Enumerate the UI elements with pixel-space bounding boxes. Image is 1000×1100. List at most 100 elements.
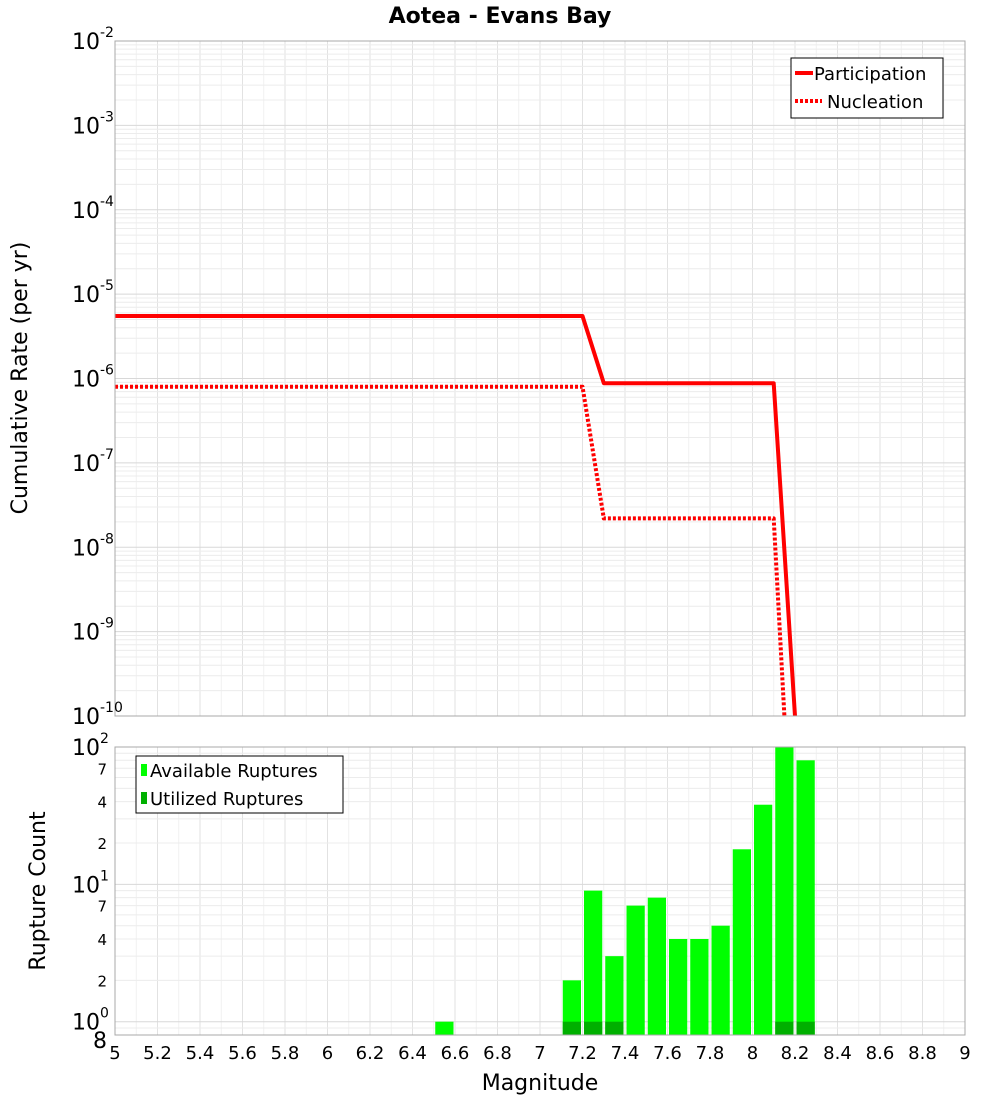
x-tick-label: 6.6 bbox=[441, 1043, 470, 1064]
rate-y-tick-base: 10 bbox=[72, 452, 100, 477]
rate-y-tick-exponent: -2 bbox=[100, 25, 114, 41]
count-y-minor-tick-label: 4 bbox=[97, 794, 107, 812]
rate-y-tick-base: 10 bbox=[72, 705, 100, 730]
utilized-legend-swatch bbox=[141, 792, 147, 804]
x-tick-label: 5 bbox=[109, 1043, 120, 1064]
count-y-minor-tick-label: 8 bbox=[93, 1029, 107, 1054]
count-legend: Available Ruptures Utilized Ruptures bbox=[135, 755, 344, 814]
participation-line bbox=[115, 314, 797, 717]
rate-y-tick-exponent: -7 bbox=[100, 447, 114, 463]
rate-y-tick-label: 10-9 bbox=[72, 616, 114, 646]
participation-legend-label: Participation bbox=[814, 64, 926, 85]
nucleation-line bbox=[115, 384, 787, 717]
count-bars bbox=[435, 747, 815, 1035]
rate-y-tick-exponent: -5 bbox=[100, 278, 114, 294]
x-tick-label: 6 bbox=[322, 1043, 333, 1064]
rate-y-tick-base: 10 bbox=[72, 368, 100, 393]
available-legend-label: Available Ruptures bbox=[150, 761, 318, 782]
available-ruptures-bar bbox=[711, 925, 730, 1035]
count-y-minor-tick-label: 4 bbox=[97, 931, 107, 949]
x-tick-label: 5.8 bbox=[271, 1043, 300, 1064]
x-tick-label: 6.8 bbox=[483, 1043, 512, 1064]
rate-y-tick-exponent: -6 bbox=[100, 363, 114, 379]
x-tick-label: 5.6 bbox=[228, 1043, 257, 1064]
x-tick-label: 8.2 bbox=[781, 1043, 810, 1064]
rate-y-tick-base: 10 bbox=[72, 114, 100, 139]
x-tick-label: 8.6 bbox=[866, 1043, 895, 1064]
rate-y-tick-label: 10-7 bbox=[72, 447, 114, 477]
count-y-tick-label: 100 bbox=[72, 1006, 109, 1036]
rate-y-tick-label: 10-5 bbox=[72, 278, 114, 308]
count-y-minor-tick-label: 2 bbox=[97, 835, 107, 853]
available-ruptures-bar bbox=[690, 939, 709, 1035]
rate-legend-box bbox=[790, 57, 944, 119]
x-axis-label: Magnitude bbox=[482, 1071, 599, 1096]
rate-series bbox=[115, 314, 797, 717]
rate-y-tick-label: 10-4 bbox=[72, 194, 114, 224]
rate-gridlines bbox=[114, 41, 966, 717]
utilized-ruptures-bar bbox=[605, 1021, 624, 1035]
count-y-tick-exponent: 0 bbox=[100, 1006, 109, 1022]
utilized-ruptures-bar bbox=[775, 1021, 794, 1035]
available-ruptures-bar bbox=[754, 804, 773, 1035]
available-ruptures-bar bbox=[796, 760, 815, 1035]
rate-y-tick-exponent: -3 bbox=[100, 109, 114, 125]
utilized-legend-label: Utilized Ruptures bbox=[150, 789, 303, 810]
rate-y-tick-label: 10-6 bbox=[72, 363, 114, 393]
rate-y-tick-base: 10 bbox=[72, 283, 100, 308]
x-tick-label: 8 bbox=[747, 1043, 758, 1064]
count-gridlines bbox=[114, 746, 966, 1036]
available-ruptures-bar bbox=[732, 849, 751, 1035]
rate-y-tick-base: 10 bbox=[72, 30, 100, 55]
count-y-axis-label: Rupture Count bbox=[26, 811, 51, 971]
count-y-tick-base: 10 bbox=[72, 736, 100, 761]
rate-y-tick-exponent: -10 bbox=[100, 700, 123, 716]
rate-y-tick-exponent: -4 bbox=[100, 194, 114, 210]
rate-chart: 10-210-310-410-510-610-710-810-910-10 Cu… bbox=[8, 25, 966, 730]
x-tick-label: 8.8 bbox=[908, 1043, 937, 1064]
rate-y-tick-base: 10 bbox=[72, 199, 100, 224]
count-plot-frame bbox=[114, 746, 966, 1036]
count-y-tick-label: 101 bbox=[72, 868, 109, 898]
count-y-minor-tick-label: 7 bbox=[97, 898, 107, 916]
available-ruptures-bar bbox=[605, 956, 624, 1035]
nucleation-legend-label: Nucleation bbox=[827, 92, 923, 113]
available-ruptures-bar bbox=[647, 897, 666, 1035]
rate-y-tick-labels: 10-210-310-410-510-610-710-810-910-10 bbox=[72, 25, 123, 730]
x-tick-label: 7.6 bbox=[653, 1043, 682, 1064]
x-tick-label: 6.4 bbox=[398, 1043, 427, 1064]
available-legend-swatch bbox=[141, 764, 147, 776]
chart-title: Aotea - Evans Bay bbox=[389, 4, 612, 29]
count-y-tick-exponent: 1 bbox=[100, 868, 109, 884]
available-ruptures-bar bbox=[775, 747, 794, 1035]
count-y-tick-base: 10 bbox=[72, 873, 100, 898]
count-y-tick-exponent: 2 bbox=[100, 731, 109, 747]
rate-y-tick-label: 10-2 bbox=[72, 25, 114, 55]
x-tick-labels: 5 5.2 5.4 5.6 5.8 6 6.2 6.4 6.6 6.8 7 7.2 7.4 7.6 7.8 8… bbox=[109, 1043, 970, 1064]
count-legend-box bbox=[135, 755, 344, 814]
x-tick-label: 7.4 bbox=[611, 1043, 640, 1064]
rate-y-tick-label: 10-10 bbox=[72, 700, 123, 730]
utilized-ruptures-bar bbox=[584, 1021, 603, 1035]
count-y-minor-tick-label: 7 bbox=[97, 760, 107, 778]
available-ruptures-bar bbox=[584, 890, 603, 1035]
x-tick-label: 5.4 bbox=[186, 1043, 215, 1064]
rate-y-tick-base: 10 bbox=[72, 621, 100, 646]
x-tick-label: 5.2 bbox=[143, 1043, 172, 1064]
available-ruptures-bar bbox=[562, 980, 581, 1035]
utilized-ruptures-bar bbox=[796, 1021, 815, 1035]
available-ruptures-bar bbox=[626, 905, 645, 1035]
count-y-minor-tick-label: 2 bbox=[97, 972, 107, 990]
x-tick-label: 7.8 bbox=[696, 1043, 725, 1064]
x-tick-label: 9 bbox=[959, 1043, 970, 1064]
count-y-tick-base: 10 bbox=[72, 1011, 100, 1036]
available-ruptures-bar bbox=[669, 939, 688, 1035]
available-ruptures-bar bbox=[435, 1021, 454, 1035]
x-tick-label: 7.2 bbox=[568, 1043, 597, 1064]
rate-plot-frame bbox=[114, 40, 966, 717]
x-tick-label: 8.4 bbox=[823, 1043, 852, 1064]
count-y-tick-label: 102 bbox=[72, 731, 109, 761]
